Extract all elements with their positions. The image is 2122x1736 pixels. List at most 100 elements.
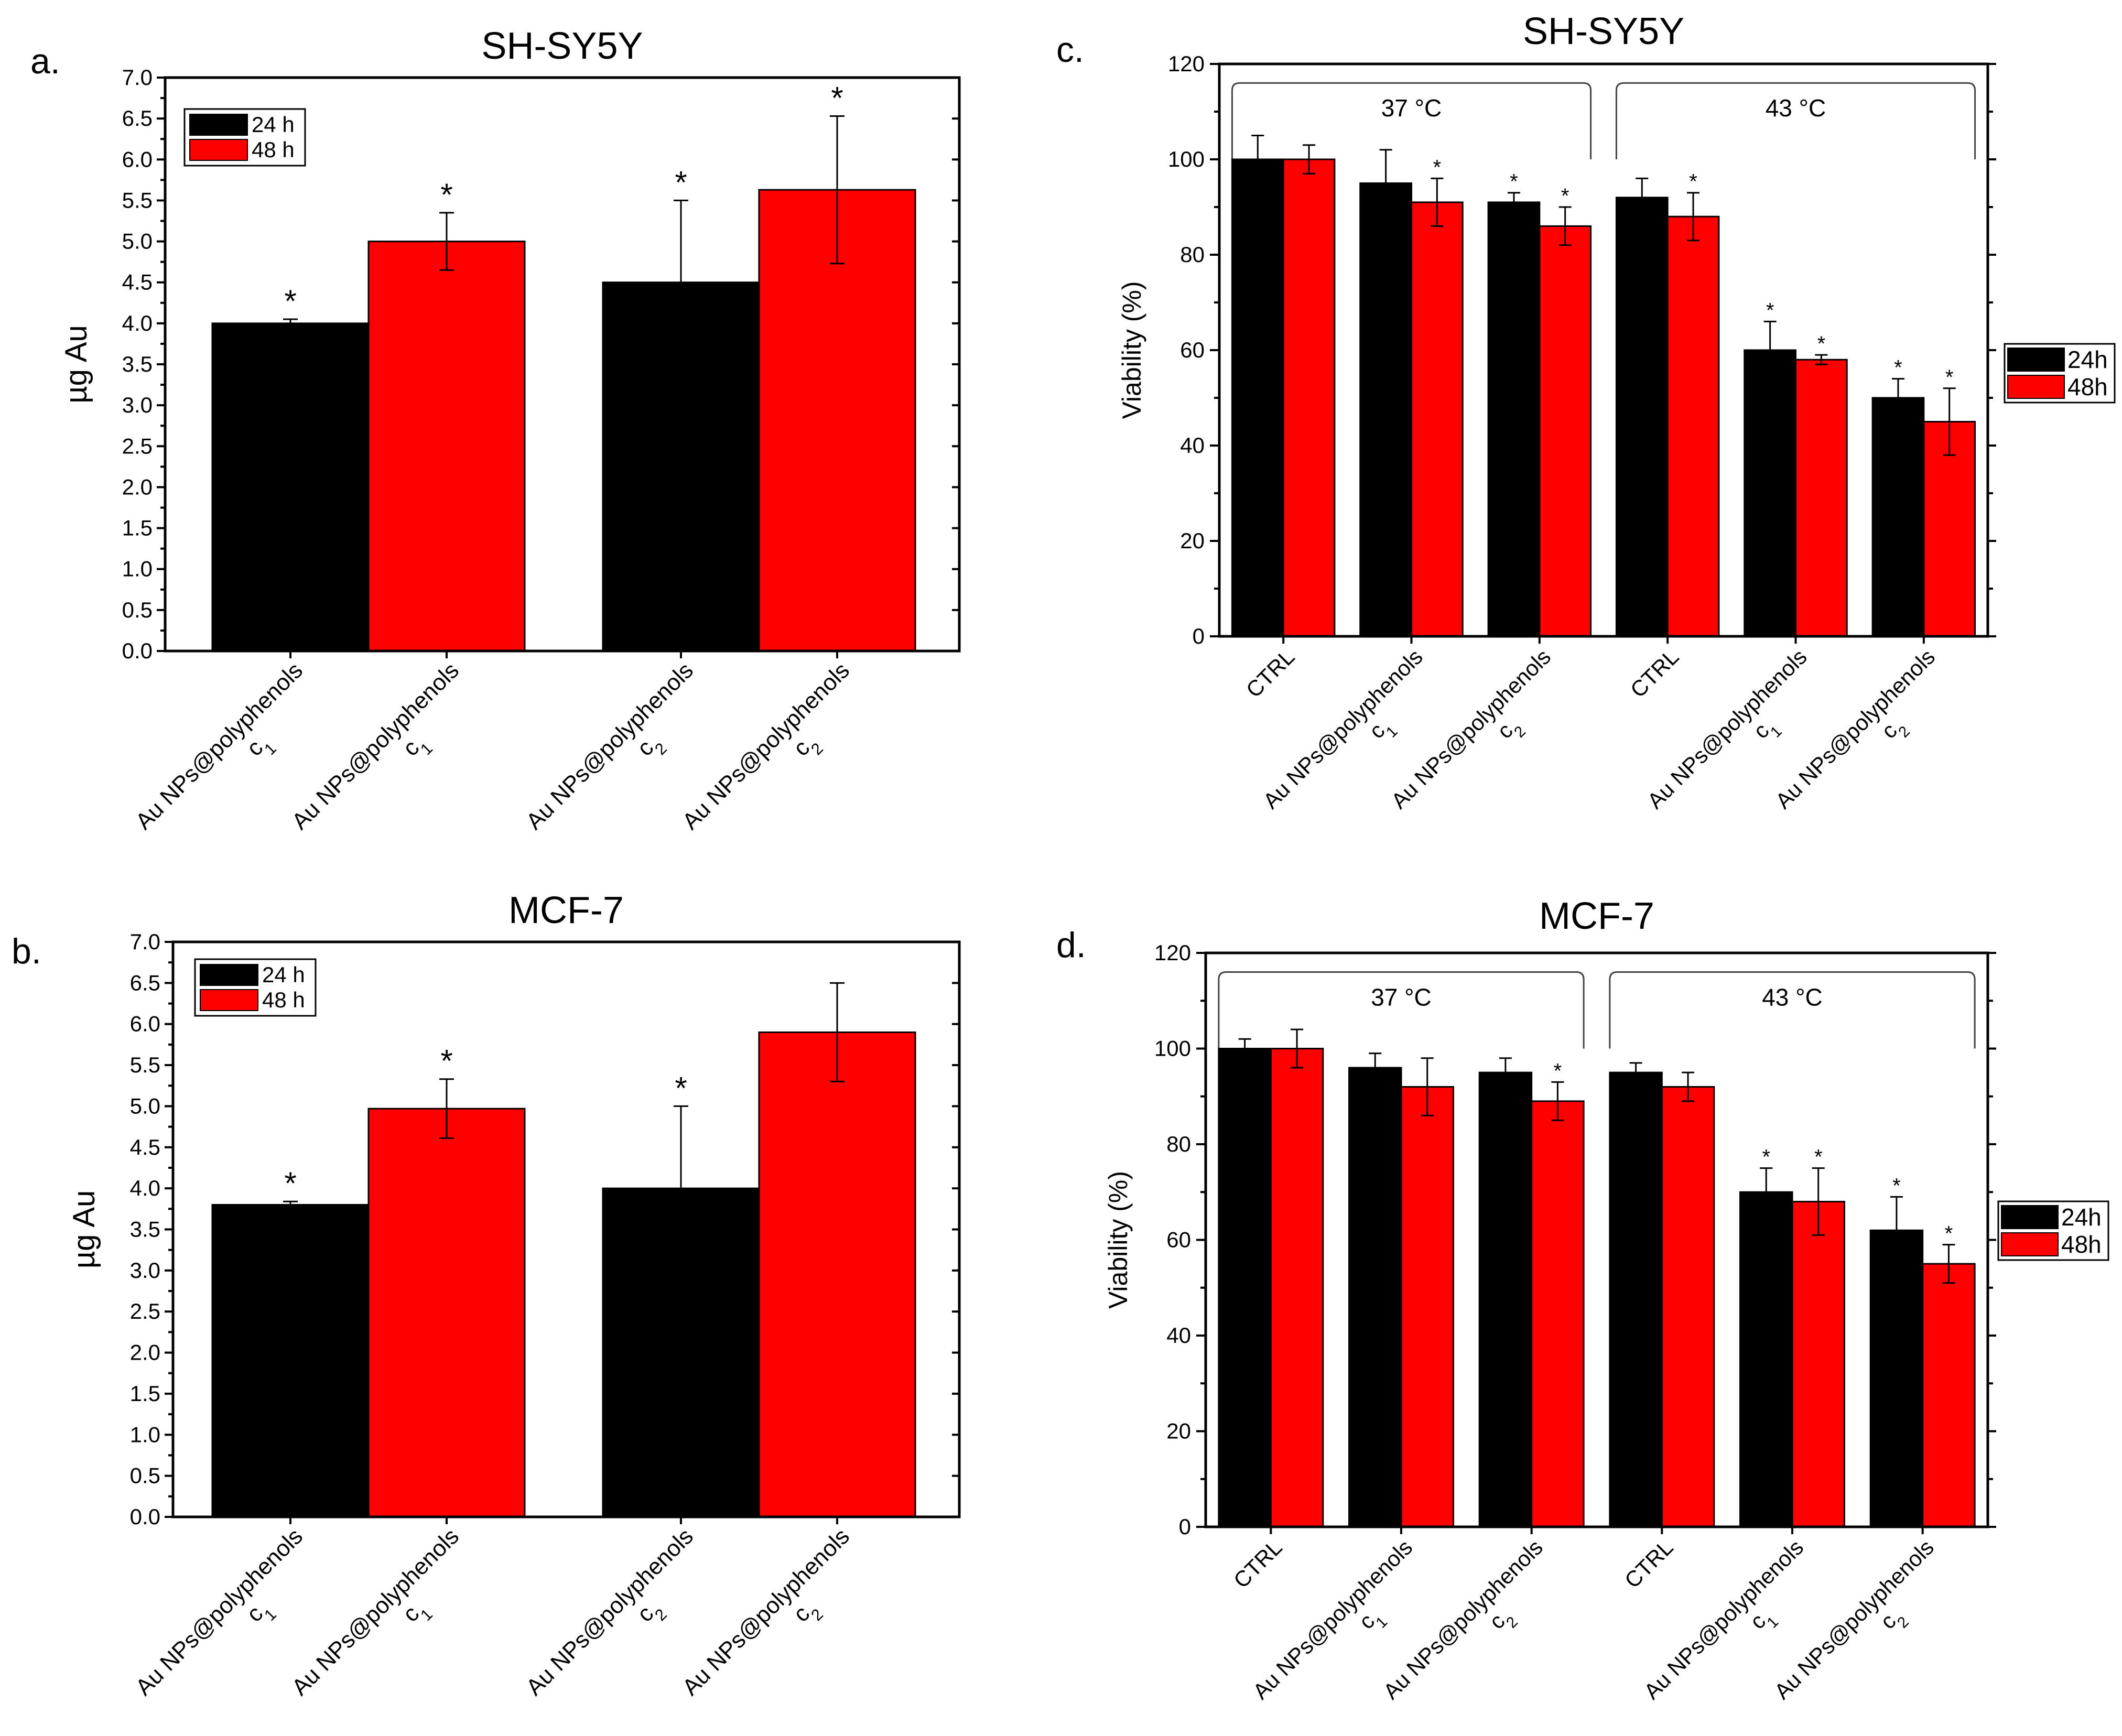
significance-star: * <box>831 80 843 115</box>
legend-swatch <box>200 964 258 986</box>
x-tick-label-text: CTRL <box>1241 644 1300 702</box>
bar <box>1270 1048 1324 1528</box>
x-tick-label-text: Au NPs@polyphenols <box>131 1523 308 1700</box>
y-tick-label: 4.5 <box>122 270 153 295</box>
chart-title: MCF-7 <box>508 889 624 931</box>
bar <box>758 1031 916 1518</box>
y-tick-label: 2.0 <box>122 474 153 499</box>
y-tick-label: 5.0 <box>122 229 153 254</box>
y-tick-label: 2.0 <box>130 1340 160 1365</box>
temperature-bracket <box>1231 82 1592 159</box>
y-tick-label: 0 <box>1193 624 1205 648</box>
temperature-label: 37 °C <box>1381 94 1442 122</box>
y-tick-label: 100 <box>1168 147 1205 171</box>
legend-label: 24 h <box>262 962 305 987</box>
significance-star: * <box>1892 1174 1901 1197</box>
panel-label: a. <box>30 41 60 81</box>
y-tick-label: 3.5 <box>130 1217 160 1242</box>
y-tick-label: 5.5 <box>130 1053 160 1077</box>
legend-label: 24h <box>2061 1203 2102 1231</box>
y-tick-label: 4.0 <box>122 311 153 335</box>
y-tick-label: 0.5 <box>122 598 153 622</box>
significance-star: * <box>1814 1146 1823 1169</box>
temperature-label: 43 °C <box>1766 94 1826 122</box>
bar <box>1359 182 1412 637</box>
significance-star: * <box>1762 1146 1770 1169</box>
temperature-bracket <box>1218 971 1585 1049</box>
chart-title: SH-SY5Y <box>1523 10 1684 52</box>
y-tick-label: 120 <box>1154 940 1191 965</box>
y-tick-label: 5.0 <box>130 1093 160 1118</box>
y-tick-label: 6.5 <box>130 970 160 995</box>
chart-title: MCF-7 <box>1539 895 1654 937</box>
bar <box>1231 158 1284 637</box>
y-axis-label: µg Au <box>67 1190 101 1269</box>
panel-c: c. SH-SY5Y 0 20 40 60 80 100 120 Viability (%) 37 … <box>1056 10 2116 813</box>
significance-star: * <box>1689 170 1697 193</box>
y-tick-label: 4.5 <box>130 1135 160 1159</box>
bar <box>1666 215 1720 637</box>
legend-swatch <box>189 139 248 161</box>
significance-star: * <box>440 1044 452 1079</box>
y-tick-label: 0 <box>1179 1514 1191 1539</box>
y-tick-label: 2.5 <box>122 433 153 458</box>
y-axis-label: Viability (%) <box>1117 281 1146 419</box>
y-tick-label: 0.0 <box>122 638 153 663</box>
y-tick-label: 1.5 <box>122 516 153 540</box>
bar <box>1487 201 1541 637</box>
bar <box>1478 1071 1533 1528</box>
legend-label: 48 h <box>262 988 305 1012</box>
y-tick-label: 6.0 <box>130 1012 160 1036</box>
panel-b: b. MCF-7 0.0 0.5 1.0 1.5 2.0 2.5 3.0 3.5 4.0 4.5 5.0… <box>12 889 961 1700</box>
bar <box>1282 158 1336 637</box>
y-tick-label: 1.5 <box>130 1381 160 1406</box>
y-axis-label: µg Au <box>59 325 93 404</box>
legend-label: 24h <box>2067 346 2108 373</box>
y-tick-label: 20 <box>1166 1419 1191 1444</box>
significance-star: * <box>1894 356 1902 379</box>
x-tick-label-text: CTRL <box>1620 1535 1678 1593</box>
y-tick-label: 3.5 <box>122 352 153 376</box>
significance-star: * <box>1510 170 1518 193</box>
y-tick-label: 7.0 <box>122 65 153 90</box>
panel-label: b. <box>12 931 41 971</box>
bar <box>211 322 370 652</box>
bar <box>1869 1229 1924 1528</box>
y-tick-label: 1.0 <box>122 557 153 581</box>
significance-star: * <box>675 1070 687 1105</box>
legend-swatch <box>189 114 248 136</box>
y-tick-label: 40 <box>1180 433 1205 458</box>
significance-star: * <box>284 1166 296 1201</box>
y-tick-label: 3.0 <box>130 1258 160 1283</box>
x-tick-label: CTRL <box>1241 644 1300 702</box>
y-tick-label: 0.0 <box>130 1504 160 1529</box>
x-tick-label-text: Au NPs@polyphenols <box>677 1523 854 1700</box>
bar <box>1795 359 1848 637</box>
bar <box>1411 201 1464 637</box>
y-tick-label: 60 <box>1166 1228 1191 1252</box>
bar <box>1922 1263 1976 1528</box>
x-tick-label-text: Au NPs@polyphenols <box>131 657 308 834</box>
temperature-bracket <box>1609 971 1976 1049</box>
y-tick-label: 5.5 <box>122 188 153 212</box>
temperature-bracket <box>1615 82 1976 159</box>
y-tick-label: 120 <box>1168 51 1205 76</box>
y-tick-label: 7.0 <box>130 929 160 954</box>
y-tick-label: 2.5 <box>130 1299 160 1323</box>
legend: 24 h48 h <box>183 108 306 167</box>
panel-d: d. MCF-7 0 20 40 60 80 100 120 Viability (%) 37 °C… <box>1056 895 2109 1704</box>
plot-frame <box>1204 951 1989 1528</box>
x-tick-label: CTRL <box>1626 644 1684 702</box>
bar <box>1609 1071 1663 1528</box>
legend-swatch <box>2007 375 2065 399</box>
significance-star: * <box>1945 366 1954 389</box>
x-tick-label-text: Au NPs@polyphenols <box>677 657 854 834</box>
y-tick-label: 100 <box>1154 1036 1191 1061</box>
x-tick-label: CTRL <box>1229 1535 1287 1593</box>
